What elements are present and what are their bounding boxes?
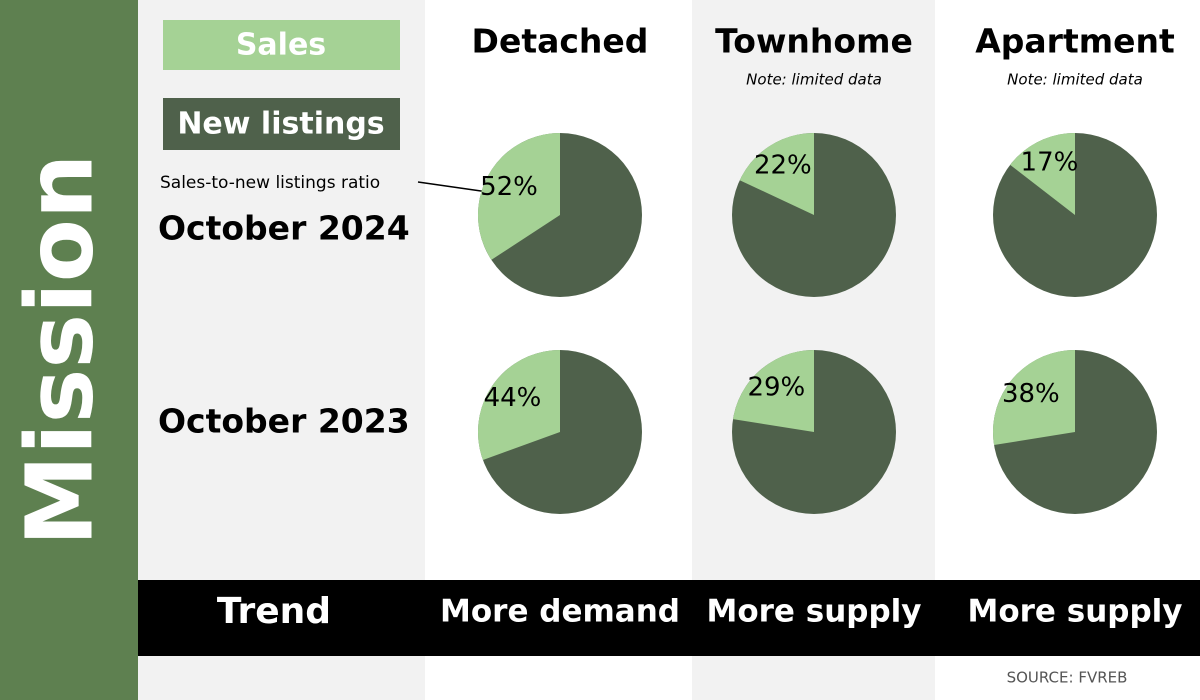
pie-slice: [477, 133, 560, 260]
column-note: Note: limited data: [746, 71, 882, 89]
trend: More demand: [440, 594, 680, 630]
value-label: 29%: [747, 372, 805, 402]
legend-swatch: [163, 98, 400, 150]
chart-title: Mission: [6, 154, 113, 547]
trend: More supply: [707, 594, 922, 630]
trend-label: Trend: [217, 591, 331, 632]
pie-slice: [1010, 133, 1075, 215]
value-label: 52%: [480, 172, 538, 202]
column-header: Apartment: [975, 22, 1175, 61]
column-header: Detached: [472, 22, 649, 61]
row-label: October 2024: [158, 209, 410, 248]
column-header: Townhome: [715, 22, 913, 61]
legend-label: New listings: [177, 107, 384, 142]
trend: More supply: [968, 594, 1183, 630]
value-label: 44%: [484, 383, 542, 413]
legend-label: Sales: [236, 28, 326, 63]
side-bar: [0, 0, 138, 700]
column-note: Note: limited data: [1007, 71, 1143, 89]
row-label: October 2023: [158, 402, 410, 441]
value-label: 17%: [1021, 147, 1079, 177]
trend-bar: [138, 580, 1200, 656]
pie-slice: [992, 349, 1075, 446]
source: SOURCE: FVREB: [1007, 669, 1128, 687]
legend-swatch: [163, 20, 400, 70]
annotation: Sales-to-new listings ratio: [160, 173, 380, 193]
pie-slice: [739, 133, 814, 215]
pie-slice: [733, 349, 814, 432]
pie-slice: [478, 350, 560, 461]
value-label: 38%: [1002, 379, 1060, 409]
annotation-line: [417, 181, 489, 193]
value-label: 22%: [754, 151, 812, 181]
